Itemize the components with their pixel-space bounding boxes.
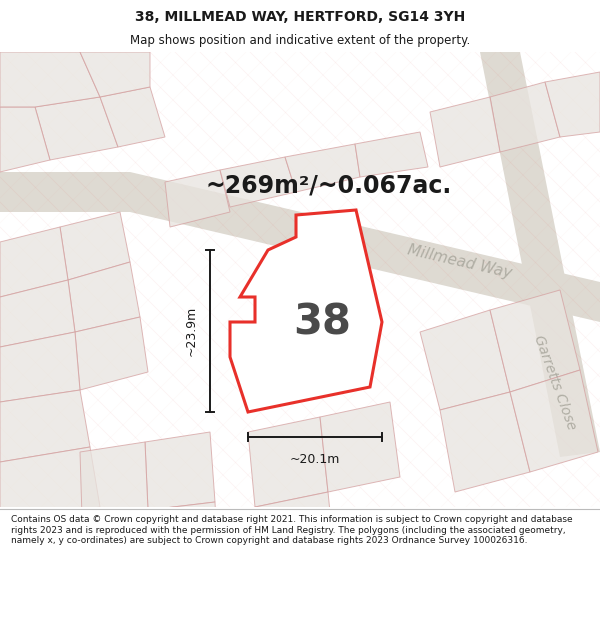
Polygon shape	[148, 502, 218, 570]
Text: ~269m²/~0.067ac.: ~269m²/~0.067ac.	[205, 173, 451, 197]
Polygon shape	[0, 107, 50, 172]
Polygon shape	[75, 317, 148, 390]
Polygon shape	[35, 97, 118, 160]
Polygon shape	[430, 97, 500, 167]
Polygon shape	[0, 52, 100, 107]
Polygon shape	[80, 52, 150, 97]
Polygon shape	[68, 262, 140, 332]
Polygon shape	[480, 52, 600, 457]
Polygon shape	[440, 392, 530, 492]
Text: Map shows position and indicative extent of the property.: Map shows position and indicative extent…	[130, 34, 470, 47]
Polygon shape	[490, 82, 560, 152]
Polygon shape	[0, 280, 75, 347]
Polygon shape	[285, 144, 360, 192]
Text: 38, MILLMEAD WAY, HERTFORD, SG14 3YH: 38, MILLMEAD WAY, HERTFORD, SG14 3YH	[135, 11, 465, 24]
Polygon shape	[80, 442, 148, 517]
Polygon shape	[0, 227, 68, 297]
Text: Garretts Close: Garretts Close	[532, 332, 578, 431]
Text: Millmead Way: Millmead Way	[406, 242, 514, 281]
Polygon shape	[545, 72, 600, 137]
Polygon shape	[220, 157, 296, 207]
Polygon shape	[100, 87, 165, 147]
Polygon shape	[355, 132, 428, 177]
Polygon shape	[248, 417, 328, 507]
Polygon shape	[145, 432, 215, 510]
Polygon shape	[130, 172, 600, 322]
Polygon shape	[0, 447, 100, 522]
Polygon shape	[0, 390, 90, 462]
Polygon shape	[0, 332, 80, 402]
Text: ~23.9m: ~23.9m	[185, 306, 198, 356]
Polygon shape	[165, 170, 230, 227]
Polygon shape	[490, 290, 580, 392]
Polygon shape	[420, 310, 510, 410]
Text: 38: 38	[293, 301, 351, 343]
Text: ~20.1m: ~20.1m	[290, 453, 340, 466]
Polygon shape	[255, 492, 335, 574]
Polygon shape	[510, 370, 598, 472]
Polygon shape	[230, 210, 382, 412]
Polygon shape	[60, 212, 130, 280]
Polygon shape	[0, 172, 130, 212]
Text: Contains OS data © Crown copyright and database right 2021. This information is : Contains OS data © Crown copyright and d…	[11, 515, 572, 545]
Polygon shape	[320, 402, 400, 492]
